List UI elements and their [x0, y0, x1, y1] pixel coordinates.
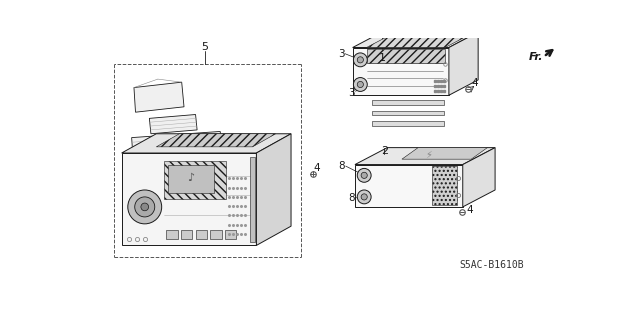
Polygon shape	[181, 230, 193, 239]
Polygon shape	[149, 115, 197, 134]
Circle shape	[353, 78, 367, 92]
Text: 2: 2	[381, 146, 388, 156]
Text: 8: 8	[338, 161, 344, 171]
Text: menu: menu	[163, 142, 177, 147]
Circle shape	[357, 168, 371, 182]
Polygon shape	[257, 134, 291, 245]
Polygon shape	[449, 32, 478, 95]
Text: ♪: ♪	[188, 174, 195, 183]
Text: 5: 5	[202, 42, 208, 52]
Polygon shape	[355, 148, 495, 165]
Polygon shape	[250, 157, 255, 241]
Polygon shape	[134, 82, 184, 112]
Polygon shape	[367, 32, 474, 48]
Polygon shape	[372, 122, 444, 126]
Circle shape	[357, 190, 371, 204]
Circle shape	[357, 57, 364, 63]
Polygon shape	[164, 161, 225, 199]
Circle shape	[361, 172, 367, 178]
Polygon shape	[225, 230, 236, 239]
Text: 1: 1	[378, 53, 385, 63]
Polygon shape	[122, 153, 257, 245]
Polygon shape	[402, 148, 488, 159]
Polygon shape	[353, 32, 478, 48]
Text: 4: 4	[467, 205, 473, 215]
Polygon shape	[132, 131, 223, 161]
Polygon shape	[122, 134, 291, 153]
Text: ⚡: ⚡	[426, 150, 432, 160]
Circle shape	[141, 203, 148, 211]
Polygon shape	[463, 148, 495, 207]
Circle shape	[353, 53, 367, 67]
Circle shape	[361, 194, 367, 200]
Polygon shape	[210, 230, 221, 239]
Text: S5AC-B1610B: S5AC-B1610B	[459, 260, 524, 270]
Polygon shape	[367, 49, 445, 63]
Circle shape	[135, 197, 155, 217]
Text: Fr.: Fr.	[529, 52, 543, 62]
Polygon shape	[372, 111, 444, 115]
Text: 3: 3	[348, 88, 355, 98]
Text: 3: 3	[338, 49, 344, 59]
Text: 8: 8	[348, 193, 355, 203]
Polygon shape	[166, 230, 178, 239]
Polygon shape	[372, 100, 444, 105]
Polygon shape	[432, 166, 456, 205]
Polygon shape	[196, 230, 207, 239]
Polygon shape	[355, 165, 463, 207]
Circle shape	[128, 190, 162, 224]
Polygon shape	[156, 134, 276, 147]
Circle shape	[357, 81, 364, 87]
Text: 4: 4	[314, 163, 321, 174]
Text: 4: 4	[471, 78, 477, 88]
Polygon shape	[353, 48, 449, 95]
Polygon shape	[168, 165, 214, 193]
